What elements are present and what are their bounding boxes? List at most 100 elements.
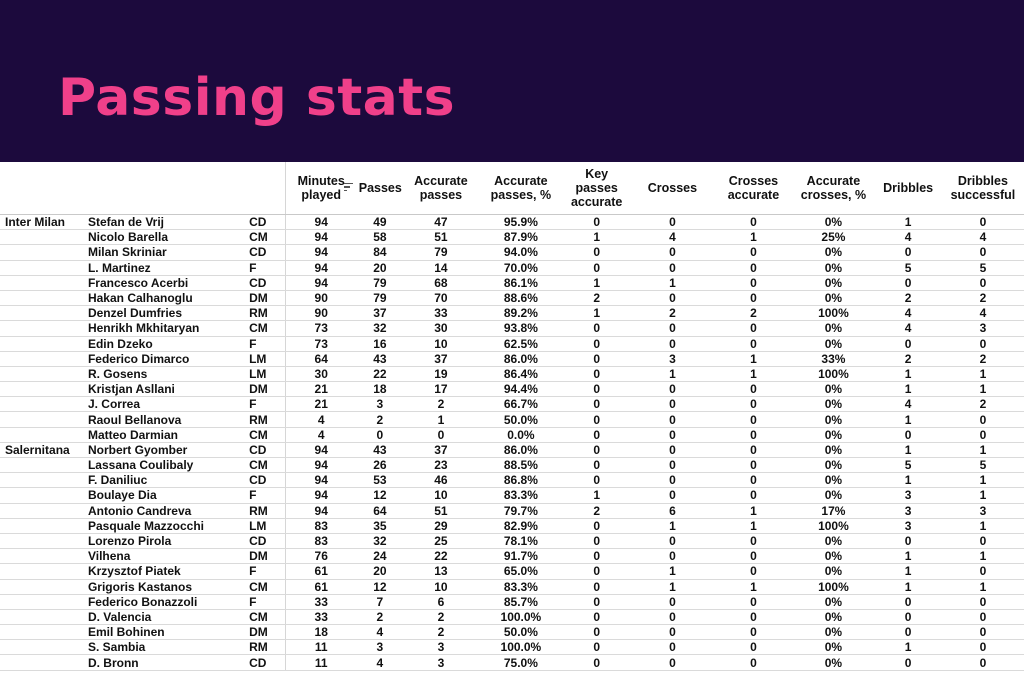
column-header-passes[interactable]: Passes (356, 162, 404, 215)
stat-cell-passes: 32 (356, 533, 404, 550)
stat-cell-minutes-played: 76 (284, 548, 357, 565)
player-name-cell: S. Sambia (79, 639, 244, 656)
table-row: Henrikh Mkhitaryan CM 73 32 30 93.8% 0 0 0 0% 4 3 (0, 320, 1024, 337)
table-row: Edin Dzeko F 73 16 10 62.5% 0 0 0 0% 0 0 (0, 336, 1024, 352)
stat-cell-key-passes-accurate: 0 (562, 472, 631, 489)
table-row: S. Sambia RM 11 3 3 100.0% 0 0 0 0% 1 0 (0, 639, 1024, 656)
position-cell: CM (243, 320, 286, 337)
team-cell (0, 518, 80, 534)
column-header-accurate-crosses-pct[interactable]: Accurate crosses, % (792, 162, 875, 215)
stat-cell-passes: 3 (356, 639, 404, 656)
stat-cell-crosses: 0 (630, 214, 715, 231)
stat-cell-crosses-accurate: 0 (714, 275, 793, 291)
table-row: R. Gosens LM 30 22 19 86.4% 0 1 1 100% 1 1 (0, 366, 1024, 383)
stat-cell-key-passes-accurate: 0 (562, 366, 631, 383)
player-name-cell: L. Martinez (79, 260, 244, 276)
position-cell: F (243, 260, 286, 276)
column-header-key-passes-accurate[interactable]: Key passes accurate (562, 162, 631, 215)
stat-cell-accurate-passes: 6 (403, 594, 479, 610)
stat-cell-dribbles: 4 (874, 305, 942, 322)
player-name-cell: R. Gosens (79, 366, 244, 383)
team-cell (0, 548, 80, 565)
stat-cell-crosses-accurate: 0 (714, 654, 793, 671)
stat-cell-accurate-passes-pct: 85.7% (478, 594, 563, 610)
stat-cell-accurate-passes: 51 (403, 503, 479, 519)
stat-cell-dribbles: 1 (874, 472, 942, 489)
stat-cell-key-passes-accurate: 0 (562, 609, 631, 626)
stat-cell-accurate-crosses-pct: 0% (792, 396, 875, 413)
stat-cell-accurate-passes-pct: 87.9% (478, 229, 563, 246)
column-header-accurate-passes[interactable]: Accurate passes (403, 162, 479, 215)
table-row: Vilhena DM 76 24 22 91.7% 0 0 0 0% 1 1 (0, 548, 1024, 565)
stat-cell-minutes-played: 18 (284, 624, 357, 641)
position-column-header (243, 162, 286, 215)
column-header-accurate-passes-pct[interactable]: Accurate passes, % (478, 162, 563, 215)
stat-cell-crosses-accurate: 0 (714, 563, 793, 580)
stat-cell-minutes-played: 11 (284, 639, 357, 656)
stat-cell-passes: 58 (356, 229, 404, 246)
position-cell: CD (243, 275, 286, 291)
stat-cell-accurate-passes-pct: 50.0% (478, 411, 563, 428)
sort-lines-icon[interactable] (343, 183, 353, 192)
team-cell (0, 396, 80, 413)
column-header-crosses-accurate[interactable]: Crosses accurate (714, 162, 793, 215)
stat-cell-crosses: 0 (630, 472, 715, 489)
stat-cell-crosses: 0 (630, 533, 715, 550)
stat-cell-minutes-played: 94 (284, 275, 357, 291)
stat-cell-key-passes-accurate: 0 (562, 624, 631, 641)
column-header-crosses[interactable]: Crosses (630, 162, 715, 215)
stat-cell-minutes-played: 4 (284, 427, 357, 443)
column-header-dribbles-successful[interactable]: Dribbles successful (941, 162, 1024, 215)
table-body: Inter Milan Stefan de Vrij CD 94 49 47 95.9% 0 0… (0, 214, 1024, 671)
stat-cell-minutes-played: 64 (284, 351, 357, 367)
team-cell (0, 244, 80, 261)
stat-cell-accurate-passes-pct: 88.5% (478, 457, 563, 474)
stat-cell-crosses-accurate: 1 (714, 503, 793, 519)
stat-cell-crosses: 0 (630, 244, 715, 261)
table-row: Raoul Bellanova RM 4 2 1 50.0% 0 0 0 0% 1 0 (0, 411, 1024, 428)
stat-cell-accurate-passes-pct: 88.6% (478, 290, 563, 307)
stat-cell-minutes-played: 61 (284, 579, 357, 595)
player-name-cell: Milan Skriniar (79, 244, 244, 261)
stat-cell-dribbles-successful: 1 (941, 366, 1024, 383)
table-row: Lassana Coulibaly CM 94 26 23 88.5% 0 0 0 0% 5 5 (0, 457, 1024, 474)
stat-cell-minutes-played: 94 (284, 229, 357, 246)
column-header-dribbles[interactable]: Dribbles (874, 162, 942, 215)
stat-cell-dribbles: 0 (874, 609, 942, 626)
stat-cell-passes: 20 (356, 260, 404, 276)
team-cell (0, 381, 80, 398)
stat-cell-passes: 43 (356, 351, 404, 367)
position-cell: DM (243, 290, 286, 307)
stat-cell-accurate-passes: 3 (403, 639, 479, 656)
stat-cell-crosses: 6 (630, 503, 715, 519)
stat-cell-accurate-crosses-pct: 100% (792, 366, 875, 383)
stat-cell-accurate-passes-pct: 86.0% (478, 442, 563, 459)
stat-cell-minutes-played: 4 (284, 411, 357, 428)
stat-cell-dribbles-successful: 4 (941, 229, 1024, 246)
position-cell: CD (243, 472, 286, 489)
column-header-minutes-played[interactable]: Minutes played (284, 162, 357, 215)
player-name-cell: Denzel Dumfries (79, 305, 244, 322)
stat-cell-crosses-accurate: 0 (714, 260, 793, 276)
stat-cell-crosses-accurate: 0 (714, 381, 793, 398)
stat-cell-crosses-accurate: 0 (714, 457, 793, 474)
stat-cell-key-passes-accurate: 2 (562, 503, 631, 519)
stat-cell-passes: 3 (356, 396, 404, 413)
player-name-cell: Stefan de Vrij (79, 214, 244, 231)
stat-cell-dribbles: 1 (874, 579, 942, 595)
stat-cell-crosses: 0 (630, 457, 715, 474)
stat-cell-crosses: 0 (630, 594, 715, 610)
team-cell (0, 290, 80, 307)
stat-cell-passes: 2 (356, 609, 404, 626)
stat-cell-passes: 26 (356, 457, 404, 474)
stat-cell-accurate-passes-pct: 86.8% (478, 472, 563, 489)
position-cell: F (243, 594, 286, 610)
stat-cell-minutes-played: 94 (284, 442, 357, 459)
stat-cell-accurate-crosses-pct: 0% (792, 563, 875, 580)
stat-cell-crosses: 0 (630, 320, 715, 337)
stat-cell-crosses-accurate: 0 (714, 214, 793, 231)
stat-cell-crosses: 0 (630, 609, 715, 626)
stat-cell-accurate-passes: 29 (403, 518, 479, 534)
table-row: Emil Bohinen DM 18 4 2 50.0% 0 0 0 0% 0 0 (0, 624, 1024, 641)
team-column-header (0, 162, 80, 215)
